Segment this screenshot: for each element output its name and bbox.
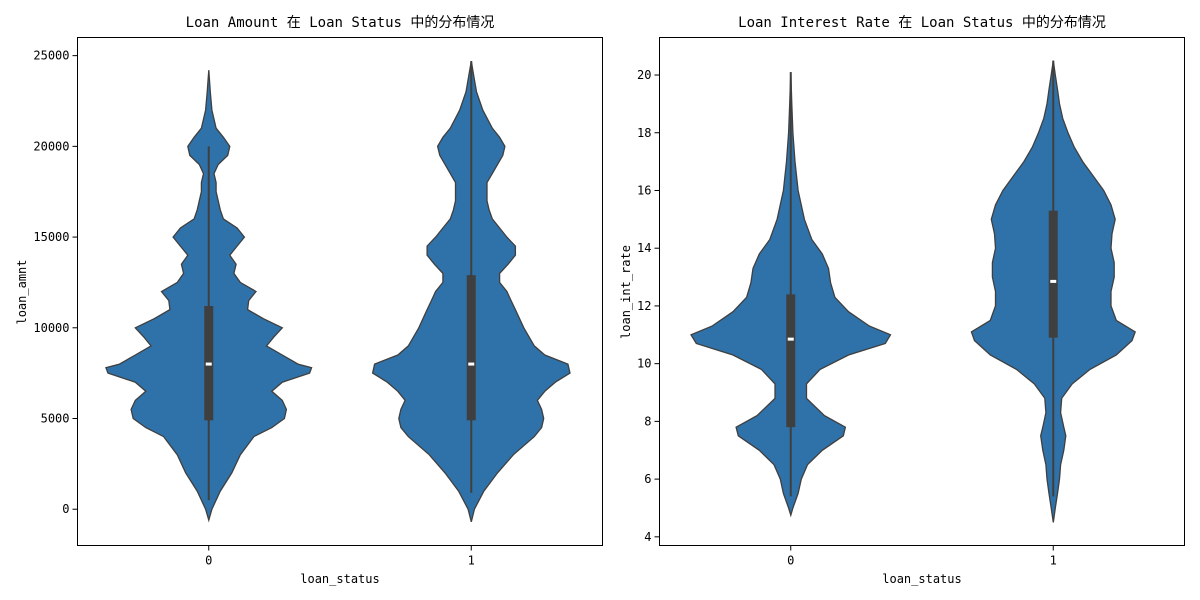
right-x-tick-label: 1 [1050, 554, 1057, 568]
right-y-tick-label: 16 [637, 183, 651, 197]
right-violin-median-1 [1050, 279, 1057, 283]
left-violin-median-0 [205, 362, 212, 366]
left-plot-area: 0 5000 10000 15000 20000 25000 0 1 [33, 49, 571, 568]
right-y-tick-label: 12 [637, 299, 651, 313]
right-y-tick-label: 10 [637, 357, 651, 371]
right-y-tick-label: 18 [637, 126, 651, 140]
left-y-tick-label: 25000 [33, 49, 69, 63]
left-panel: Loan Amount 在 Loan Status 中的分布情况 0500010… [15, 15, 603, 586]
left-y-tick-label: 5000 [41, 412, 70, 426]
right-chart-title: Loan Interest Rate 在 Loan Status 中的分布情况 [738, 15, 1106, 31]
right-y-tick-label: 8 [644, 414, 651, 428]
right-axes-frame [659, 37, 1185, 546]
left-y-tick-label: 10000 [33, 321, 69, 335]
right-y-axis-label: loan_int_rate [619, 245, 633, 339]
right-y-tick-label: 20 [637, 68, 651, 82]
right-x-axis-label: loan_status [882, 572, 961, 586]
left-x-tick-label: 0 [205, 554, 212, 568]
left-y-tick-label: 20000 [33, 139, 69, 153]
left-y-tick-label: 15000 [33, 230, 69, 244]
right-x-tick-label: 0 [787, 554, 794, 568]
right-violin-iqr-box-1 [1048, 210, 1058, 338]
left-y-tick-label: 0 [62, 502, 69, 516]
left-x-axis-label: loan_status [300, 572, 379, 586]
left-y-axis-label: loan_amnt [15, 259, 29, 324]
right-y-tick-label: 6 [644, 472, 651, 486]
right-y-tick-label: 14 [637, 241, 651, 255]
right-plot-area: 4 6 8 10 12 14 16 18 20 0 1 [637, 60, 1136, 568]
left-axes-frame [77, 37, 603, 546]
left-chart-title: Loan Amount 在 Loan Status 中的分布情况 [186, 15, 495, 31]
right-panel: Loan Interest Rate 在 Loan Status 中的分布情况 … [619, 15, 1185, 586]
right-y-tick-label: 4 [644, 530, 651, 544]
right-violin-iqr-box-0 [786, 294, 796, 428]
left-violin-iqr-box-1 [466, 275, 476, 421]
left-x-tick-label: 1 [468, 554, 475, 568]
right-violin-median-0 [787, 337, 794, 341]
left-violin-median-1 [468, 362, 475, 366]
